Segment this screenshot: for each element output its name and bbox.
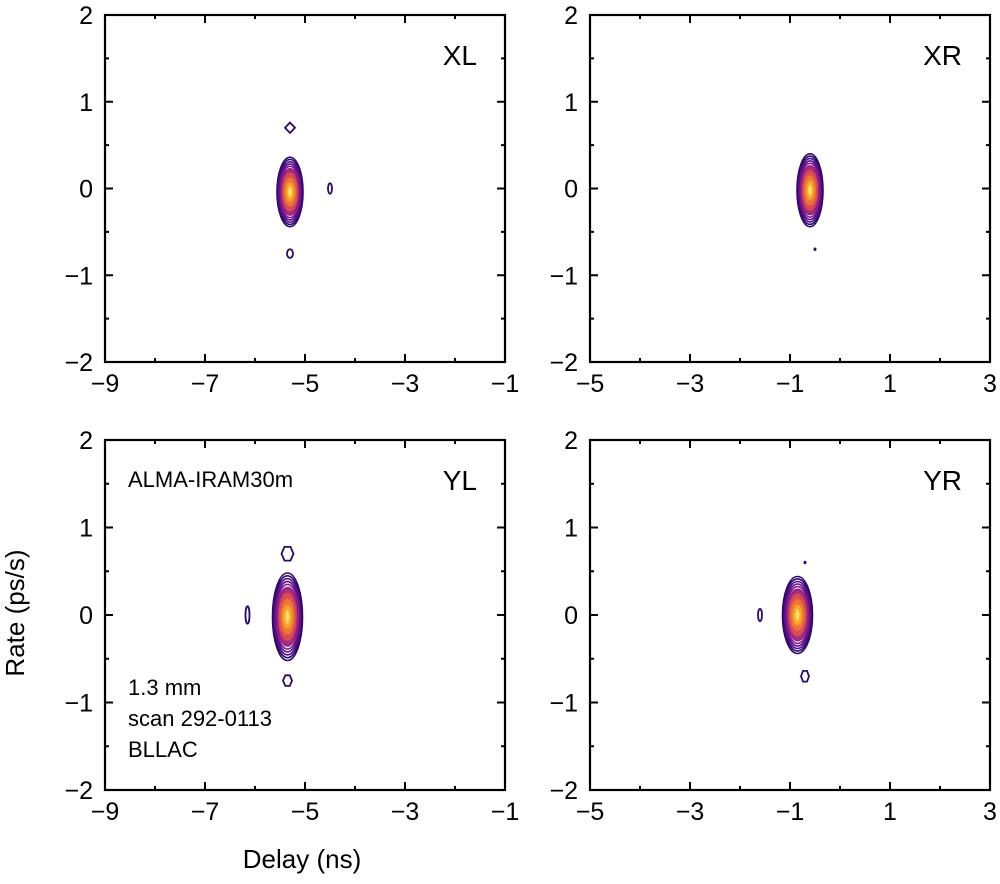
sidelobe-contour <box>327 182 333 195</box>
y-tick-label: 1 <box>564 515 578 543</box>
y-tick-label: 2 <box>564 2 578 30</box>
y-tick-label: −1 <box>64 690 93 718</box>
contour-peak <box>285 609 290 624</box>
y-tick-label: 2 <box>564 427 578 455</box>
y-tick-label: −1 <box>549 690 578 718</box>
contour-peak <box>288 186 292 198</box>
contour-peak <box>795 608 800 622</box>
band-label: 1.3 mm <box>128 675 201 700</box>
y-tick-label: 0 <box>79 176 93 204</box>
x-tick-label: −1 <box>776 370 805 398</box>
x-tick-label: −1 <box>491 370 520 398</box>
x-tick-label: −3 <box>391 370 420 398</box>
source-label: BLLAC <box>128 737 198 762</box>
x-tick-label: −1 <box>776 798 805 826</box>
y-tick-label: −2 <box>64 349 93 377</box>
panel-yl: −9 −7 −5 −3 −1 2 1 0 −1 −2 YL <box>64 427 519 826</box>
x-tick-label: −5 <box>291 798 320 826</box>
contour-level <box>798 160 822 221</box>
contour-level <box>272 575 303 659</box>
y-tick-label: −2 <box>549 349 578 377</box>
contour-level <box>784 583 811 647</box>
x-tick-label: 1 <box>883 798 897 826</box>
contour-level <box>274 580 301 653</box>
contour-level <box>783 580 812 650</box>
sidelobe-contour <box>283 121 297 135</box>
contour-level <box>275 583 300 650</box>
panel-yr: −5 −3 −1 1 3 2 1 0 −1 −2 YR <box>549 427 996 826</box>
contour-level <box>279 165 301 219</box>
x-tick-label: −7 <box>191 370 220 398</box>
sidelobe-contour <box>286 248 294 259</box>
sidelobe-contour <box>282 674 293 687</box>
y-axis-title: Rate (ps/s) <box>0 549 30 676</box>
x-tick-label: −1 <box>491 798 520 826</box>
contour-level <box>276 158 304 226</box>
contour-peak <box>808 184 812 197</box>
contour-level <box>278 163 302 221</box>
y-tick-label: −1 <box>549 262 578 290</box>
sidelobe-dot <box>803 560 807 565</box>
contour-level <box>271 572 304 662</box>
x-tick-label: −3 <box>676 370 705 398</box>
panel-xl: −9 −7 −5 −3 −1 2 1 0 −1 −2 XL <box>64 2 519 398</box>
x-tick-label: 1 <box>883 370 897 398</box>
x-tick-label: −3 <box>676 798 705 826</box>
panel-xr: −5 −3 −1 1 3 2 1 0 −1 −2 XR <box>549 2 996 398</box>
sidelobe-contour <box>280 546 295 562</box>
panel-label: XR <box>923 40 962 71</box>
x-tick-label: 3 <box>983 798 997 826</box>
sidelobe-contour <box>800 670 810 683</box>
x-tick-label: −5 <box>576 370 605 398</box>
x-tick-label: −5 <box>291 370 320 398</box>
contour-level <box>785 585 810 645</box>
contour-level <box>273 577 302 656</box>
panel-label: XL <box>443 40 477 71</box>
x-tick-label: −9 <box>91 370 120 398</box>
y-tick-label: 2 <box>79 2 93 30</box>
contour-level <box>277 160 303 223</box>
x-tick-label: −9 <box>91 798 120 826</box>
y-tick-label: 2 <box>79 427 93 455</box>
sidelobe-dot <box>813 247 817 251</box>
contour-level <box>796 155 824 226</box>
contour-level <box>781 575 814 655</box>
x-axis-title: Delay (ns) <box>243 844 361 874</box>
y-tick-label: 1 <box>564 89 578 117</box>
x-tick-label: −5 <box>576 798 605 826</box>
x-tick-label: 3 <box>983 370 997 398</box>
y-tick-label: 1 <box>79 515 93 543</box>
x-tick-label: −7 <box>191 798 220 826</box>
panel-label: YR <box>923 465 962 496</box>
panel-label: YL <box>443 465 477 496</box>
y-tick-label: 0 <box>79 602 93 630</box>
contour-level <box>782 578 813 652</box>
y-tick-label: 0 <box>564 602 578 630</box>
contour-level <box>797 157 823 223</box>
x-tick-label: −3 <box>391 798 420 826</box>
scan-label: scan 292-0113 <box>128 706 272 731</box>
baseline-label: ALMA-IRAM30m <box>128 467 293 492</box>
y-tick-label: −2 <box>64 777 93 805</box>
y-tick-label: −2 <box>549 777 578 805</box>
y-tick-label: 0 <box>564 176 578 204</box>
sidelobe-contour <box>244 605 251 625</box>
sidelobe-contour <box>757 607 763 623</box>
contour-level <box>799 162 821 218</box>
y-tick-label: 1 <box>79 89 93 117</box>
y-tick-label: −1 <box>64 262 93 290</box>
